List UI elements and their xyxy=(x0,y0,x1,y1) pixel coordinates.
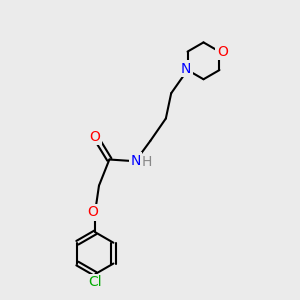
Text: N: N xyxy=(130,154,141,168)
Text: O: O xyxy=(89,130,100,144)
Text: N: N xyxy=(181,61,191,76)
Text: H: H xyxy=(142,155,152,170)
Text: O: O xyxy=(217,45,228,58)
Text: Cl: Cl xyxy=(88,275,102,289)
Text: O: O xyxy=(87,206,98,219)
